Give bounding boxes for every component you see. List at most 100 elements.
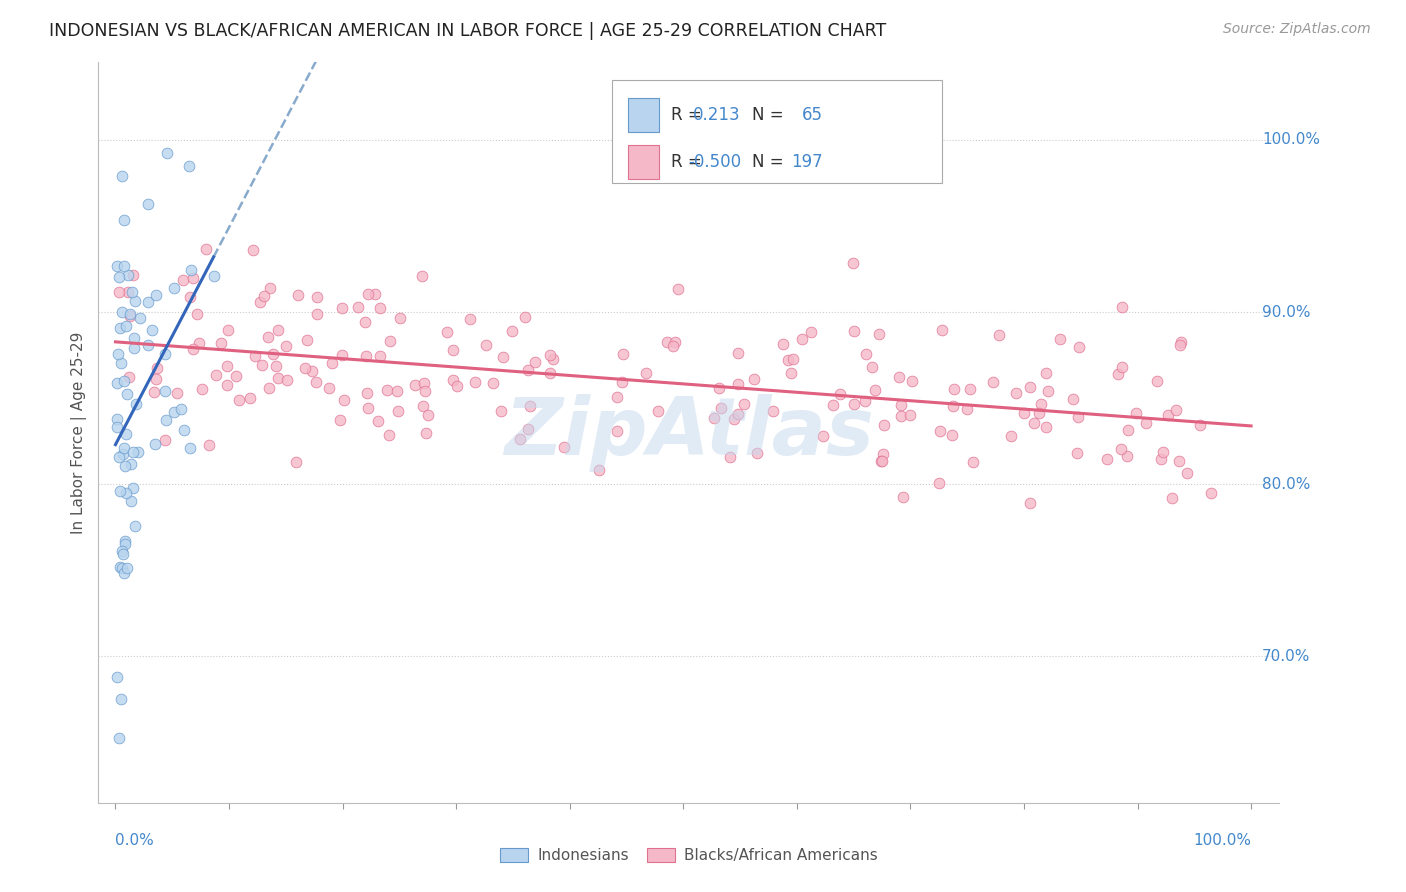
Point	[378, 334, 401, 348]
Point	[489, 403, 512, 417]
Point	[120, 494, 142, 508]
Point	[198, 438, 221, 452]
Point	[1166, 403, 1188, 417]
Point	[385, 384, 408, 399]
Point	[1116, 423, 1139, 437]
Point	[145, 372, 167, 386]
Point	[117, 285, 139, 300]
Point	[257, 381, 280, 395]
Point	[136, 196, 159, 211]
Point	[112, 259, 135, 273]
Point	[107, 420, 129, 434]
Point	[177, 160, 200, 174]
Point	[217, 323, 239, 337]
Point	[779, 366, 801, 380]
Point	[538, 347, 561, 361]
Point	[1000, 428, 1022, 442]
Point	[217, 378, 239, 392]
Y-axis label: In Labor Force | Age 25-29: In Labor Force | Age 25-29	[72, 332, 87, 533]
Point	[981, 376, 1004, 390]
Point	[509, 432, 531, 446]
Point	[519, 399, 541, 413]
Point	[727, 376, 749, 391]
Point	[942, 400, 965, 414]
Point	[121, 285, 143, 299]
Point	[956, 402, 979, 417]
Point	[321, 356, 343, 370]
Point	[105, 670, 128, 684]
Point	[890, 398, 912, 412]
Point	[111, 169, 134, 183]
Point	[166, 386, 188, 401]
Point	[446, 378, 468, 392]
Point	[860, 359, 883, 374]
Point	[1168, 338, 1191, 352]
Point	[855, 393, 877, 408]
Point	[710, 401, 733, 415]
Point	[239, 392, 262, 406]
Point	[287, 288, 309, 302]
Point	[718, 450, 741, 464]
Text: INDONESIAN VS BLACK/AFRICAN AMERICAN IN LABOR FORCE | AGE 25-29 CORRELATION CHAR: INDONESIAN VS BLACK/AFRICAN AMERICAN IN …	[49, 22, 886, 40]
Point	[297, 333, 319, 347]
Point	[762, 404, 785, 418]
Point	[387, 404, 409, 418]
Point	[458, 312, 481, 326]
Point	[245, 349, 267, 363]
Point	[110, 356, 132, 370]
Point	[115, 319, 138, 334]
Point	[1107, 367, 1129, 381]
Point	[1062, 392, 1084, 407]
Point	[900, 374, 922, 388]
Point	[1135, 416, 1157, 430]
Point	[703, 410, 725, 425]
Text: Source: ZipAtlas.com: Source: ZipAtlas.com	[1223, 22, 1371, 37]
Point	[111, 543, 134, 558]
Point	[723, 412, 745, 426]
Point	[1018, 380, 1040, 394]
Point	[842, 324, 865, 338]
Point	[107, 269, 129, 284]
Point	[118, 370, 141, 384]
Point	[364, 287, 387, 301]
Point	[155, 413, 177, 427]
Point	[869, 326, 891, 341]
Point	[115, 427, 138, 442]
Point	[183, 271, 205, 285]
Point	[120, 458, 142, 472]
Point	[443, 343, 465, 357]
Point	[357, 401, 380, 415]
Point	[225, 369, 247, 384]
Point	[262, 347, 284, 361]
Point	[492, 350, 515, 364]
Point	[156, 145, 179, 160]
Point	[186, 307, 208, 321]
Point	[821, 399, 844, 413]
Point	[114, 537, 136, 551]
Point	[943, 382, 966, 396]
Point	[117, 268, 139, 282]
Point	[285, 455, 308, 469]
Point	[1125, 406, 1147, 420]
Point	[191, 382, 214, 396]
Point	[1035, 419, 1057, 434]
Point	[375, 383, 398, 397]
Point	[1018, 496, 1040, 510]
Point	[1146, 375, 1168, 389]
Text: 100.0%: 100.0%	[1194, 833, 1251, 848]
Point	[112, 447, 135, 461]
Point	[318, 381, 340, 395]
Point	[475, 337, 498, 351]
Point	[141, 323, 163, 337]
Point	[1012, 406, 1035, 420]
Point	[163, 281, 186, 295]
Point	[1150, 452, 1173, 467]
Point	[267, 371, 290, 385]
Point	[105, 376, 128, 391]
Point	[842, 256, 865, 270]
Point	[1024, 416, 1046, 430]
Point	[389, 311, 412, 326]
Point	[416, 409, 439, 423]
Point	[108, 321, 131, 335]
Point	[747, 446, 769, 460]
